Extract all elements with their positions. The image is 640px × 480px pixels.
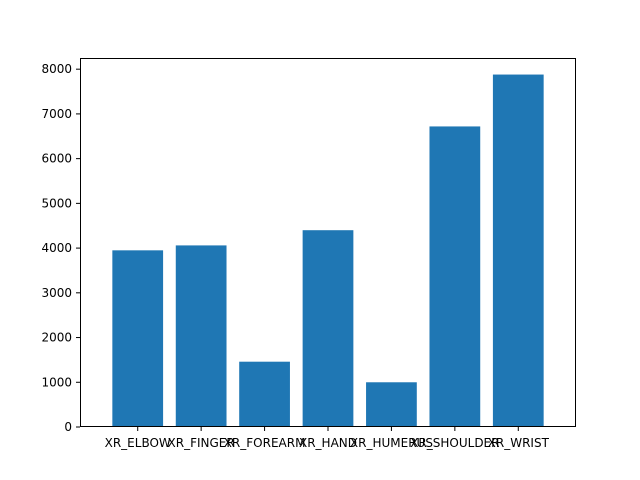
y-tick-label: 6000 [41,152,72,166]
x-tick-label: XR_ELBOW [105,436,171,450]
bar-xr-finger [175,245,227,427]
x-tick-label: XR_FINGER [168,436,235,450]
plot-frame [80,58,576,427]
y-axis: 0 1000 2000 3000 4000 5000 6000 7000 8000 [41,62,80,434]
x-tick-label: XR_HUMERUS [350,436,433,450]
bar-xr-wrist [492,74,544,428]
y-tick-label: 5000 [41,196,72,210]
y-tick-label: 1000 [41,375,72,389]
y-tick-label: 0 [64,420,72,434]
x-tick-label: XR_WRIST [488,436,550,450]
x-tick-label: XR_FOREARM [224,436,306,450]
y-tick-label: 3000 [41,286,72,300]
y-tick-label: 2000 [41,331,72,345]
bar-xr-hand [302,230,354,427]
y-tick-label: 4000 [41,241,72,255]
x-tick-label: XR_HAND [299,436,357,450]
bar-xr-elbow [112,250,164,427]
x-axis: XR_ELBOWXR_FINGERXR_FOREARMXR_HANDXR_HUM… [105,427,550,450]
y-tick-label: 8000 [41,62,72,76]
bar-xr-humerus [366,382,417,427]
x-tick-label: XR_SHOULDER [410,436,499,450]
bar-xr-shoulder [429,126,481,427]
bars-layer [112,74,544,428]
y-tick-label: 7000 [41,107,72,121]
bar-xr-forearm [239,361,290,427]
